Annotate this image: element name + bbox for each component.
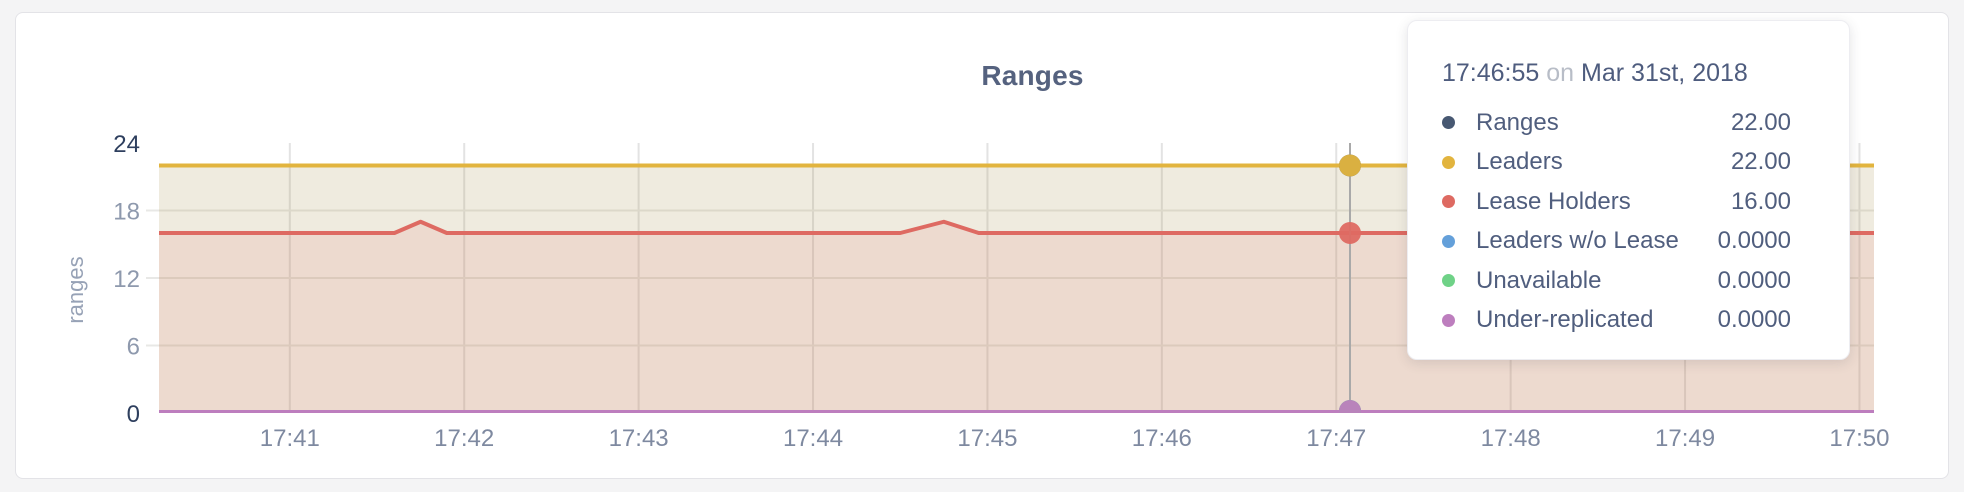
series-value: 22.00 (1730, 108, 1791, 136)
series-label: Unavailable (1476, 266, 1602, 294)
hover-marker-group (1339, 143, 1361, 413)
tooltip-separator: on (1546, 59, 1575, 87)
y-axis-tick-label: 24 (113, 131, 140, 158)
tooltip-legend-row: Lease Holders 16.00 (1442, 182, 1791, 222)
tooltip-legend: Ranges 22.00 Leaders 22.00 Lease Holders… (1442, 103, 1791, 340)
x-axis-tick-label: 17:41 (260, 425, 320, 452)
y-axis-tick-label: 0 (127, 401, 140, 428)
hover-tooltip: 17:46:55 on Mar 31st, 2018 Ranges 22.00 … (1407, 20, 1850, 360)
tooltip-header: 17:46:55 on Mar 31st, 2018 (1442, 55, 1791, 91)
series-color-dot (1442, 155, 1455, 169)
series-color-dot (1442, 116, 1455, 130)
series-label: Ranges (1476, 108, 1559, 136)
tooltip-legend-row: Leaders 22.00 (1442, 143, 1791, 183)
series-color-dot (1442, 234, 1455, 248)
series-value: 0.0000 (1717, 227, 1791, 255)
series-line (159, 219, 1874, 235)
series-value: 0.0000 (1717, 266, 1791, 294)
tooltip-legend-row: Under-replicated 0.0000 (1442, 301, 1791, 341)
tooltip-legend-row: Leaders w/o Lease 0.0000 (1442, 222, 1791, 262)
tooltip-date: Mar 31st, 2018 (1581, 59, 1748, 87)
y-axis-tick-label: 6 (127, 334, 140, 361)
series-label: Leaders (1476, 148, 1563, 176)
chart-title: Ranges (981, 60, 1084, 91)
y-axis-tick-label: 12 (113, 266, 140, 293)
series-value: 22.00 (1730, 148, 1791, 176)
tooltip-legend-row: Ranges 22.00 (1442, 103, 1791, 143)
series-label: Lease Holders (1476, 187, 1631, 215)
hover-point-dot (1339, 222, 1361, 244)
series-color-dot (1442, 274, 1455, 288)
series-value: 16.00 (1730, 187, 1791, 215)
x-axis-tick-label: 17:49 (1655, 425, 1715, 452)
y-axis-tick-label: 18 (113, 199, 140, 226)
hover-point-dot (1339, 400, 1361, 413)
x-axis-tick-label: 17:44 (783, 425, 843, 452)
x-axis-tick-label: 17:50 (1829, 425, 1889, 452)
hover-point-dot (1339, 154, 1361, 177)
x-axis-tick-label: 17:48 (1481, 425, 1541, 452)
series-label: Leaders w/o Lease (1476, 227, 1679, 255)
x-axis-tick-label: 17:47 (1306, 425, 1366, 452)
tooltip-legend-row: Unavailable 0.0000 (1442, 261, 1791, 301)
tooltip-time: 17:46:55 (1442, 59, 1540, 87)
series-value: 0.0000 (1717, 306, 1791, 334)
x-axis-tick-label: 17:45 (957, 425, 1017, 452)
series-color-dot (1442, 313, 1455, 327)
series-label: Under-replicated (1476, 306, 1654, 334)
series-color-dot (1442, 195, 1455, 209)
x-axis-tick-label: 17:42 (434, 425, 494, 452)
x-axis-tick-label: 17:43 (609, 425, 669, 452)
x-axis-tick-label: 17:46 (1132, 425, 1192, 452)
